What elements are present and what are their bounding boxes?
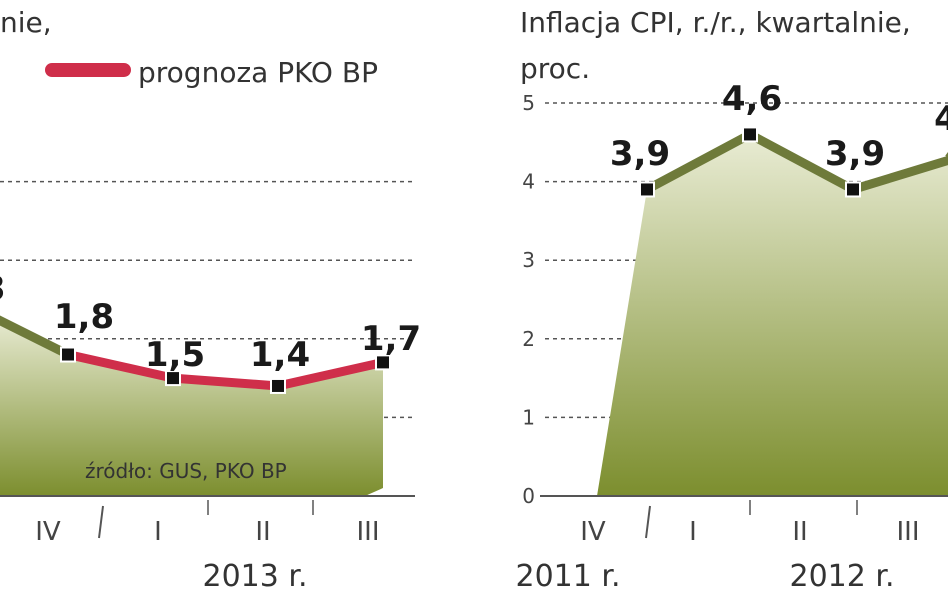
- y-tick-label: 3: [522, 248, 535, 272]
- left-chart: nie, prognoza PKO BP źródło: GUS, PKO BP…: [0, 6, 421, 593]
- x-tick-label: IV: [580, 517, 606, 547]
- right-year-label-2011: 2011 r.: [516, 559, 621, 593]
- forecast-line: [67, 350, 384, 391]
- y-tick-label: 2: [522, 327, 535, 351]
- x-tick-label: II: [792, 517, 807, 547]
- x-tick-label: I: [689, 517, 697, 547]
- data-marker: [742, 126, 758, 143]
- data-label: 1,4: [250, 335, 310, 375]
- y-tick-label: 4: [522, 170, 535, 194]
- right-title: Inflacja CPI, r./r., kwartalnie,: [520, 6, 911, 39]
- data-label: 1,7: [361, 319, 421, 359]
- data-label: 4,6: [722, 79, 782, 119]
- data-label: 3: [0, 269, 6, 309]
- y-tick-label: 0: [522, 484, 535, 508]
- actual-line: [0, 315, 71, 359]
- right-chart: Inflacja CPI, r./r., kwartalnie, proc. 0…: [516, 6, 948, 593]
- x-tick-label: I: [154, 517, 162, 547]
- x-tick-label: IV: [35, 517, 61, 547]
- left-year-label: 2013 r.: [203, 559, 308, 593]
- data-marker: [270, 377, 286, 394]
- x-tick-label: III: [356, 517, 379, 547]
- source-note: źródło: GUS, PKO BP: [85, 459, 287, 483]
- legend-label: prognoza PKO BP: [138, 56, 378, 89]
- right-area-fill: [597, 134, 948, 496]
- x-tick-label: II: [255, 517, 270, 547]
- data-marker: [165, 370, 181, 387]
- year-separator: [98, 505, 104, 539]
- data-label: 4: [934, 99, 948, 139]
- data-label: 1,8: [54, 297, 114, 337]
- left-title-fragment: nie,: [0, 6, 52, 39]
- data-marker: [375, 354, 391, 371]
- x-tick-label: III: [896, 517, 919, 547]
- data-label: 3,9: [610, 134, 670, 174]
- right-year-label-2012: 2012 r.: [790, 559, 895, 593]
- data-marker: [639, 181, 655, 198]
- data-marker: [60, 346, 76, 363]
- data-label: 3,9: [825, 134, 885, 174]
- right-title-line2: proc.: [520, 52, 590, 85]
- y-tick-label: 5: [522, 91, 535, 115]
- year-separator: [645, 505, 651, 539]
- y-tick-label: 1: [522, 405, 535, 429]
- data-marker: [845, 181, 861, 198]
- data-label: 1,5: [145, 335, 205, 375]
